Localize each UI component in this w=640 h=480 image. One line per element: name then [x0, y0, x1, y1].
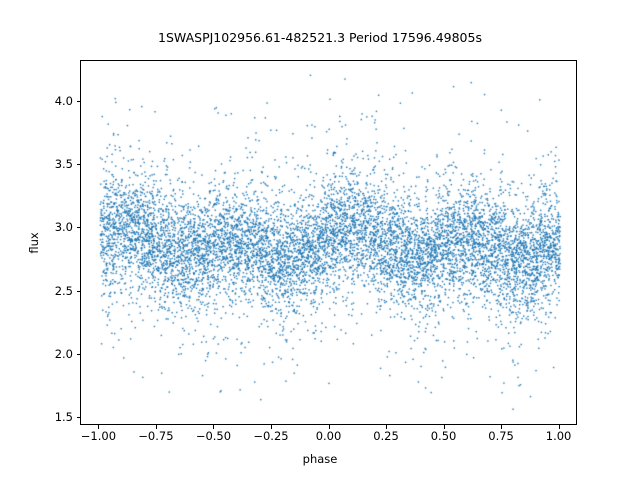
plot-axes	[80, 60, 577, 425]
x-axis-tick-mark	[328, 425, 330, 429]
x-axis-tick-label: 0.50	[430, 429, 457, 443]
y-axis-label: flux	[27, 231, 41, 254]
x-axis-tick-label: 0.25	[373, 429, 399, 443]
x-axis-tick-label: 1.00	[545, 429, 572, 443]
x-axis-tick-mark	[386, 425, 388, 429]
y-axis-tick-label: 2.0	[54, 347, 73, 362]
x-axis-tick-mark	[213, 425, 215, 429]
x-axis-tick-mark	[155, 425, 157, 429]
x-axis-tick-mark	[558, 425, 560, 429]
x-axis-tick-mark	[270, 425, 272, 429]
y-axis-tick-label: 1.5	[54, 410, 73, 425]
scatter-points-layer	[81, 61, 576, 424]
x-axis-tick-label: −0.75	[138, 429, 174, 443]
x-axis-tick-mark	[98, 425, 100, 429]
x-axis-label: phase	[302, 452, 338, 466]
x-axis-tick-label: −1.00	[80, 429, 117, 443]
x-axis-tick-label: 0.75	[488, 429, 514, 443]
x-axis-tick-mark	[501, 425, 503, 429]
y-axis-tick-label: 3.5	[54, 156, 73, 171]
y-axis-tick-label: 2.5	[54, 283, 73, 298]
page-title: 1SWASPJ102956.61-482521.3 Period 17596.4…	[158, 30, 482, 45]
x-axis-tick-mark	[443, 425, 445, 429]
x-axis-tick-label: −0.25	[253, 429, 289, 443]
x-axis-tick-label: −0.50	[195, 429, 232, 443]
y-axis-tick-label: 4.0	[54, 93, 73, 108]
x-axis-tick-label: 0.00	[315, 429, 342, 443]
